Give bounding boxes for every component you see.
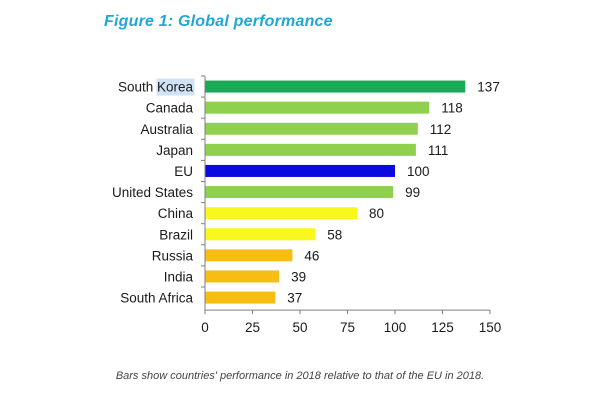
x-tick-label-100: 100 [384,320,407,335]
category-label-eu: EU [174,164,193,179]
category-label-japan: Japan [156,143,193,158]
value-label-brazil: 58 [327,227,342,242]
bar-india [205,270,280,283]
figure-caption: Bars show countries' performance in 2018… [115,370,485,382]
value-label-canada: 118 [441,101,463,116]
category-label-india: India [164,269,194,284]
x-tick-label-25: 25 [245,320,260,335]
x-tick-label-0: 0 [201,320,209,335]
category-label-brazil: Brazil [159,227,193,242]
value-label-australia: 112 [430,122,452,137]
bar-united-states [205,186,394,199]
category-label-south-africa: South Africa [120,291,193,306]
value-label-south-africa: 37 [287,291,302,306]
x-tick-label-150: 150 [479,320,502,335]
bar-eu [205,164,395,177]
bar-russia [205,249,293,262]
value-label-china: 80 [369,206,384,221]
value-label-russia: 46 [304,248,319,263]
bar-canada [205,101,430,114]
bar-chart: South Korea 137 Canada 118 Australia 112 Japan… [112,75,502,335]
bar-china [205,207,357,220]
bar-brazil [205,228,316,241]
x-tick-label-50: 50 [292,320,307,335]
bar-south-korea [205,80,466,93]
category-label-south-korea: South Korea [118,80,194,95]
x-tick-label-75: 75 [340,320,355,335]
text-selection-highlight [156,78,195,96]
category-label-china: China [158,206,194,221]
value-label-eu: 100 [407,164,430,179]
value-label-india: 39 [291,269,306,284]
category-label-canada: Canada [146,101,194,116]
figure-title: Figure 1: Global performance [104,13,333,30]
bar-japan [205,143,416,156]
bar-south-africa [205,291,276,304]
category-label-russia: Russia [152,248,194,263]
category-label-australia: Australia [140,122,193,137]
value-label-south-korea: 137 [477,80,500,95]
category-label-united-states: United States [112,185,193,200]
x-tick-label-125: 125 [431,320,454,335]
bar-australia [205,122,418,135]
value-label-united-states: 99 [405,185,420,200]
value-label-japan: 111 [428,143,449,158]
